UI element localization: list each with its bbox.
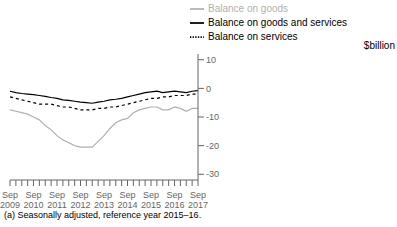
svg-text:-30: -30 — [206, 169, 219, 179]
html-text:(a) Seasonally adjusted, refer: (a) Seasonally adjusted, reference year … — [4, 210, 202, 220]
svg-text:Sep2014: Sep2014 — [117, 190, 137, 208]
svg-text:Sep2012: Sep2012 — [70, 190, 90, 208]
svg-text:10: 10 — [206, 55, 216, 65]
svg-text:Sep2011: Sep2011 — [47, 190, 66, 208]
svg-text:Sep2017: Sep2017 — [188, 190, 208, 208]
html-text:Balance on services: Balance on services — [208, 30, 298, 42]
html-text:$billion: $billion — [363, 40, 395, 51]
svg-text:Sep2015: Sep2015 — [141, 190, 161, 208]
svg-text:Sep2009: Sep2009 — [8, 190, 20, 208]
html-text:Balance on goods: Balance on goods — [208, 2, 289, 14]
svg-text:Sep2010: Sep2010 — [23, 190, 43, 208]
svg-text:Sep2016: Sep2016 — [164, 190, 184, 208]
html-text:Balance on goods and services: Balance on goods and services — [208, 16, 347, 28]
svg-text:Sep2013: Sep2013 — [94, 190, 114, 208]
svg-text:0: 0 — [206, 84, 211, 94]
svg-text:-20: -20 — [206, 141, 219, 151]
svg-text:-10: -10 — [206, 112, 219, 122]
